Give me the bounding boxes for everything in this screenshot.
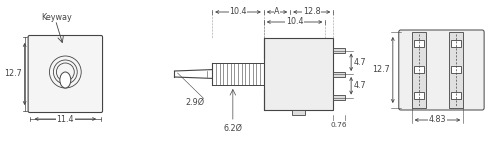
Bar — [334, 72, 345, 76]
FancyBboxPatch shape — [28, 35, 102, 112]
Text: Keyway: Keyway — [42, 14, 72, 22]
Bar — [452, 40, 462, 47]
Bar — [414, 92, 424, 99]
Text: 11.4: 11.4 — [56, 114, 74, 124]
Bar — [264, 38, 334, 110]
Bar — [452, 92, 462, 99]
Text: 12.7: 12.7 — [372, 66, 390, 74]
Text: 12.7: 12.7 — [4, 69, 21, 79]
Text: A: A — [274, 7, 280, 17]
Text: 4.7: 4.7 — [354, 81, 366, 90]
Bar — [212, 63, 264, 85]
Ellipse shape — [60, 72, 71, 88]
Text: 4.83: 4.83 — [428, 115, 446, 125]
Bar — [292, 110, 306, 115]
Bar — [334, 48, 345, 53]
Bar — [334, 95, 345, 100]
Text: 10.4: 10.4 — [286, 17, 304, 27]
Text: 2.9Ø: 2.9Ø — [185, 97, 204, 107]
Text: 12.8: 12.8 — [303, 7, 320, 17]
Bar — [412, 32, 426, 108]
FancyBboxPatch shape — [399, 30, 484, 110]
Bar — [414, 40, 424, 47]
Bar — [452, 66, 462, 73]
Text: 10.4: 10.4 — [230, 7, 247, 17]
Text: 4.7: 4.7 — [354, 58, 366, 67]
Bar — [414, 66, 424, 73]
Text: 0.76: 0.76 — [331, 122, 347, 128]
Bar — [450, 32, 464, 108]
Text: 6.2Ø: 6.2Ø — [224, 124, 242, 133]
